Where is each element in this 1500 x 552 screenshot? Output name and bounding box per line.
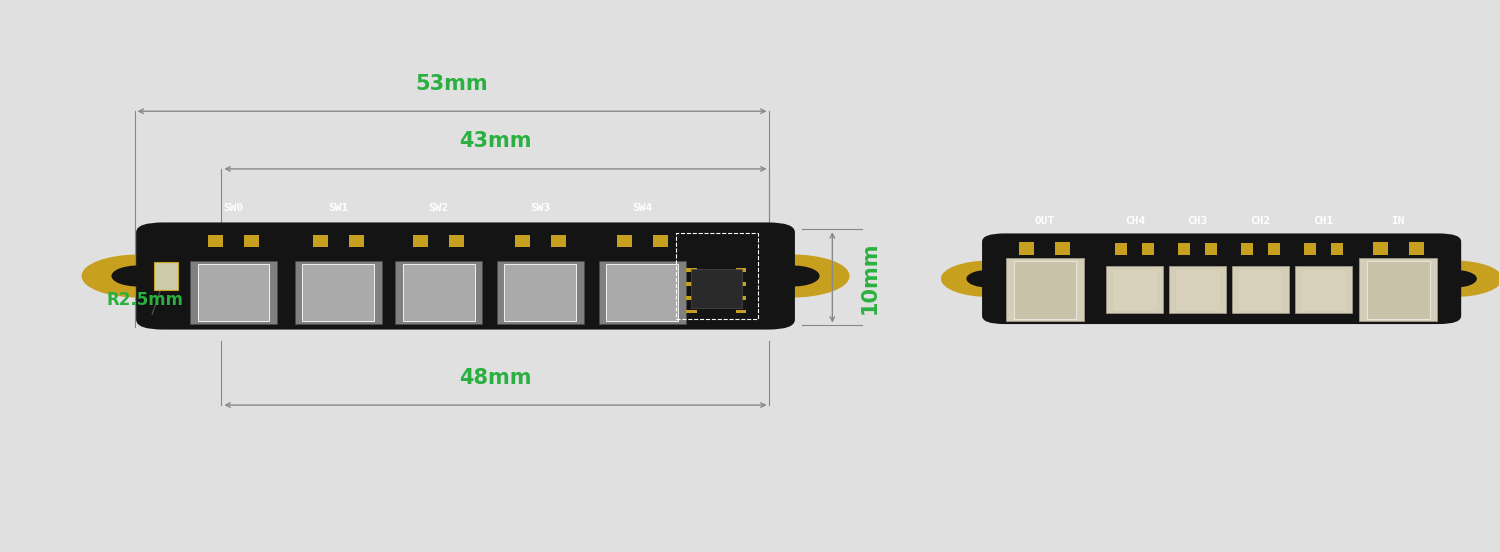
Bar: [687, 268, 698, 272]
Bar: [1268, 243, 1280, 256]
Bar: [1107, 267, 1162, 313]
Bar: [402, 264, 474, 321]
Circle shape: [942, 261, 1038, 296]
Circle shape: [735, 255, 849, 297]
Bar: [692, 269, 742, 308]
Bar: [687, 282, 698, 286]
Bar: [736, 310, 747, 314]
Bar: [1056, 242, 1071, 256]
Circle shape: [112, 266, 166, 286]
Bar: [314, 235, 328, 247]
Bar: [1174, 269, 1219, 311]
Bar: [1113, 269, 1156, 311]
Bar: [1359, 258, 1437, 321]
Bar: [1232, 267, 1288, 313]
Text: SW0: SW0: [224, 203, 243, 213]
Bar: [736, 296, 747, 300]
Text: 53mm: 53mm: [416, 74, 489, 94]
Text: CH1: CH1: [1314, 216, 1334, 226]
Bar: [209, 235, 224, 247]
Text: OUT: OUT: [1035, 216, 1054, 226]
Bar: [1330, 243, 1342, 256]
Circle shape: [765, 266, 819, 286]
Bar: [303, 264, 374, 321]
FancyBboxPatch shape: [136, 222, 795, 330]
Bar: [244, 235, 260, 247]
Bar: [1014, 261, 1077, 319]
Bar: [154, 262, 178, 290]
Text: SW3: SW3: [531, 203, 550, 213]
Text: 43mm: 43mm: [459, 131, 531, 151]
Circle shape: [968, 270, 1012, 287]
Text: SW1: SW1: [328, 203, 348, 213]
Bar: [606, 264, 678, 321]
Bar: [504, 264, 576, 321]
Text: CH2: CH2: [1251, 216, 1270, 226]
Bar: [1294, 267, 1352, 313]
Text: 10mm: 10mm: [859, 241, 879, 314]
Bar: [1240, 243, 1252, 256]
Bar: [1116, 243, 1128, 256]
Circle shape: [1406, 261, 1500, 296]
Bar: [616, 235, 632, 247]
Text: CH3: CH3: [1188, 216, 1208, 226]
Bar: [448, 235, 464, 247]
Bar: [1304, 243, 1316, 256]
Bar: [1178, 243, 1190, 256]
Circle shape: [1431, 270, 1476, 287]
Text: SW2: SW2: [429, 203, 448, 213]
Bar: [1300, 269, 1346, 311]
Bar: [1372, 242, 1388, 256]
Bar: [1204, 243, 1216, 256]
Bar: [687, 310, 698, 314]
Text: SW4: SW4: [632, 203, 652, 213]
Bar: [676, 233, 758, 319]
Bar: [1168, 267, 1226, 313]
Bar: [348, 235, 363, 247]
Bar: [1408, 242, 1424, 256]
Bar: [1366, 261, 1430, 319]
Bar: [1238, 269, 1282, 311]
Bar: [496, 261, 584, 324]
Bar: [413, 235, 428, 247]
Text: CH4: CH4: [1125, 216, 1144, 226]
Bar: [687, 296, 698, 300]
Bar: [394, 261, 482, 324]
Bar: [514, 235, 529, 247]
Circle shape: [82, 255, 196, 297]
Bar: [1143, 243, 1155, 256]
Bar: [550, 235, 566, 247]
Bar: [1007, 258, 1084, 321]
Text: R2.5mm: R2.5mm: [106, 291, 183, 309]
Bar: [736, 282, 747, 286]
Text: 48mm: 48mm: [459, 368, 531, 388]
Bar: [736, 268, 747, 272]
FancyBboxPatch shape: [982, 233, 1461, 324]
Bar: [190, 261, 278, 324]
Bar: [296, 261, 381, 324]
Bar: [598, 261, 686, 324]
Text: IN: IN: [1392, 216, 1406, 226]
Bar: [1020, 242, 1035, 256]
Bar: [652, 235, 668, 247]
Bar: [198, 264, 270, 321]
